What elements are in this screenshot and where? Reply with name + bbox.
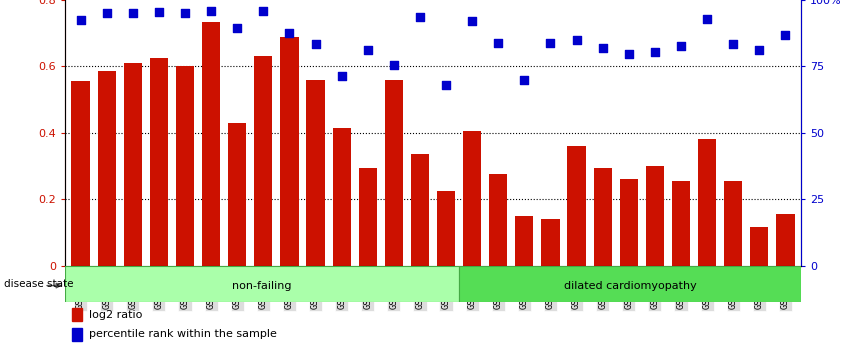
Bar [98,71,116,266]
Text: dilated cardiomyopathy: dilated cardiomyopathy [564,280,696,290]
Bar [385,80,403,266]
Text: disease state: disease state [4,279,74,289]
Bar [150,58,168,266]
Text: log2 ratio: log2 ratio [89,310,142,320]
Text: non-failing: non-failing [232,280,292,290]
Point [126,11,139,16]
Bar [515,216,533,266]
Point [74,17,87,23]
Bar [698,139,716,266]
Bar [124,63,142,266]
Point [648,49,662,55]
Point [282,30,296,36]
Bar [281,37,299,266]
Point [439,82,453,88]
Point [387,62,401,68]
Bar [73,308,81,321]
Bar [459,266,801,302]
Bar [72,81,90,266]
Point [700,16,714,21]
Point [517,77,531,82]
Bar [593,168,611,266]
Point [465,19,479,24]
Point [727,41,740,47]
Bar [463,131,481,266]
Bar [228,123,246,266]
Point [413,14,427,20]
Bar [176,66,194,266]
Bar [646,166,664,266]
Point [308,41,322,47]
Bar [620,179,638,266]
Bar [541,219,559,266]
Point [544,40,558,45]
Bar [489,174,507,266]
Point [622,52,636,57]
Point [178,11,192,16]
Point [100,11,113,16]
Text: percentile rank within the sample: percentile rank within the sample [89,329,277,339]
Point [779,32,792,37]
Point [570,37,584,43]
Bar [255,57,273,266]
Bar [333,128,351,266]
Bar [359,168,377,266]
Bar [410,155,429,266]
Bar [567,146,585,266]
Point [256,8,270,13]
Point [753,48,766,53]
Bar [672,181,690,266]
Bar [776,214,794,266]
Point [361,48,375,53]
Point [204,8,218,13]
Point [491,40,505,45]
Point [152,9,166,15]
Bar [202,22,220,266]
Bar [724,181,742,266]
Bar [73,328,81,341]
Point [335,73,349,78]
Point [674,44,688,49]
Bar [307,80,325,266]
Point [230,25,244,31]
Point [596,45,610,51]
Bar [65,266,459,302]
Bar [437,191,456,266]
Bar [750,227,768,266]
